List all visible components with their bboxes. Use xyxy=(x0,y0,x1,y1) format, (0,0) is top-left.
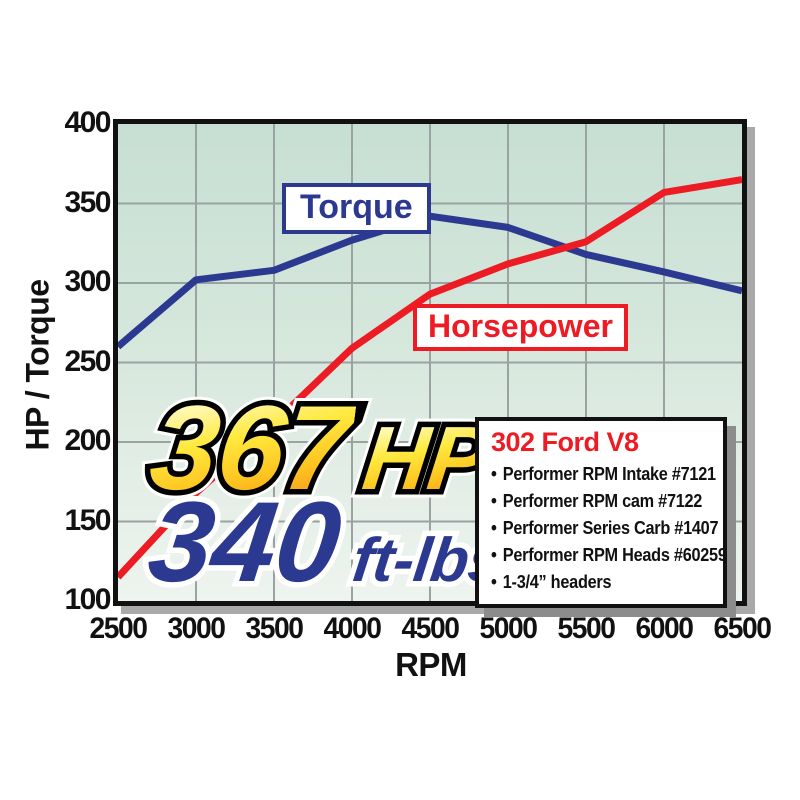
torque-series-label: Torque xyxy=(282,183,431,235)
x-tick-label: 3500 xyxy=(245,612,304,645)
horsepower-series-label-text: Horsepower xyxy=(428,308,613,344)
x-axis-title: RPM xyxy=(395,646,467,683)
y-tick-label: 350 xyxy=(64,185,111,219)
x-tick-label: 6000 xyxy=(635,612,694,645)
legend-item: • Performer Series Carb #1407 xyxy=(491,515,719,542)
peak-torque-value: 340 340 xyxy=(137,474,353,612)
bullet-icon: • xyxy=(491,491,497,512)
x-tick-label: 3000 xyxy=(167,612,226,645)
legend-item-text: Performer RPM Intake #7121 xyxy=(502,463,716,484)
legend-item: • 1-3/4” headers xyxy=(491,569,688,596)
x-tick-label: 2500 xyxy=(89,612,148,645)
legend-item-text: 1-3/4” headers xyxy=(502,571,612,592)
legend-item-text: Performer Series Carb #1407 xyxy=(502,517,719,538)
torque-series-label-text: Torque xyxy=(300,188,413,226)
horsepower-curve xyxy=(118,176,742,580)
legend-item: • Performer RPM Intake #7121 xyxy=(491,461,716,488)
y-tick-label: 400 xyxy=(64,106,111,139)
legend-item: • Performer RPM Heads #60259 xyxy=(491,542,727,569)
bullet-icon: • xyxy=(491,572,497,593)
bullet-icon: • xyxy=(491,464,497,485)
engine-spec-list: • Performer RPM Intake #7121 • Performer RP… xyxy=(491,461,727,596)
y-tick-label: 300 xyxy=(64,265,111,298)
engine-spec-title: 302 Ford V8 xyxy=(491,427,639,457)
x-tick-label: 4500 xyxy=(401,612,460,645)
x-tick-label: 4000 xyxy=(323,612,382,645)
x-tick-label: 5000 xyxy=(479,612,538,645)
legend-item: • Performer RPM cam #7122 xyxy=(491,488,702,515)
y-tick-label: 250 xyxy=(64,344,111,378)
x-tick-label: 5500 xyxy=(557,612,616,645)
y-tick-label: 200 xyxy=(64,424,111,457)
bullet-icon: • xyxy=(491,518,497,539)
y-tick-label: 150 xyxy=(64,503,111,537)
bullet-icon: • xyxy=(491,545,497,566)
horsepower-series-label: Horsepower xyxy=(413,304,628,352)
y-tick-label: 100 xyxy=(64,583,111,616)
x-tick-label: 6500 xyxy=(713,612,772,645)
legend-item-text: Performer RPM Heads #60259 xyxy=(502,544,727,565)
engine-spec-box: 302 Ford V8 • Performer RPM Intake #7121 •… xyxy=(475,417,727,608)
peak-torque-callout: 340 340 ft-lbs ft-lbs xyxy=(137,474,513,612)
legend-item-text: Performer RPM cam #7122 xyxy=(502,490,703,511)
